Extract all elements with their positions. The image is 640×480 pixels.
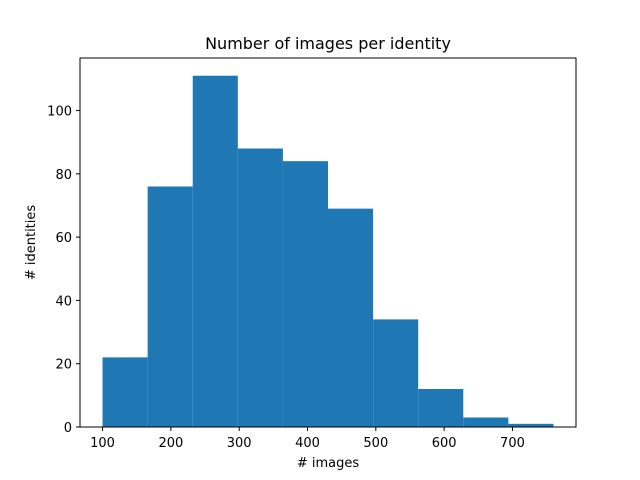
histogram-bar [192, 75, 238, 427]
x-tick-label: 700 [500, 436, 525, 451]
histogram-bar [237, 148, 283, 427]
x-tick-label: 200 [158, 436, 183, 451]
y-tick-label: 100 [47, 105, 72, 120]
y-tick-label: 0 [64, 421, 72, 436]
x-tick-label: 300 [227, 436, 252, 451]
x-tick-label: 600 [432, 436, 457, 451]
histogram-bar [102, 357, 148, 427]
histogram-bar [373, 319, 419, 427]
y-tick-label: 60 [55, 231, 72, 246]
bars-group [102, 75, 554, 427]
y-tick-label: 80 [55, 168, 72, 183]
plot-frame [79, 57, 577, 428]
histogram-bar [328, 208, 374, 427]
y-tick-label: 40 [55, 294, 72, 309]
x-tick-label: 100 [90, 436, 115, 451]
x-tick-label: 500 [363, 436, 388, 451]
histogram-bar [508, 423, 554, 427]
x-tick-label: 400 [295, 436, 320, 451]
x-axis-label: # images [297, 456, 360, 471]
y-tick-label: 20 [55, 358, 72, 373]
histogram-bar [418, 389, 464, 427]
chart-title: Number of images per identity [205, 34, 451, 53]
histogram-bar [282, 161, 328, 427]
y-axis-label: # identities [24, 205, 39, 281]
histogram-bar [147, 186, 193, 427]
x-axis-ticks: 100 200 300 400 500 600 700 [90, 427, 525, 451]
histogram-bar [463, 417, 509, 427]
y-axis-ticks: 0 20 40 60 80 100 [47, 105, 80, 436]
